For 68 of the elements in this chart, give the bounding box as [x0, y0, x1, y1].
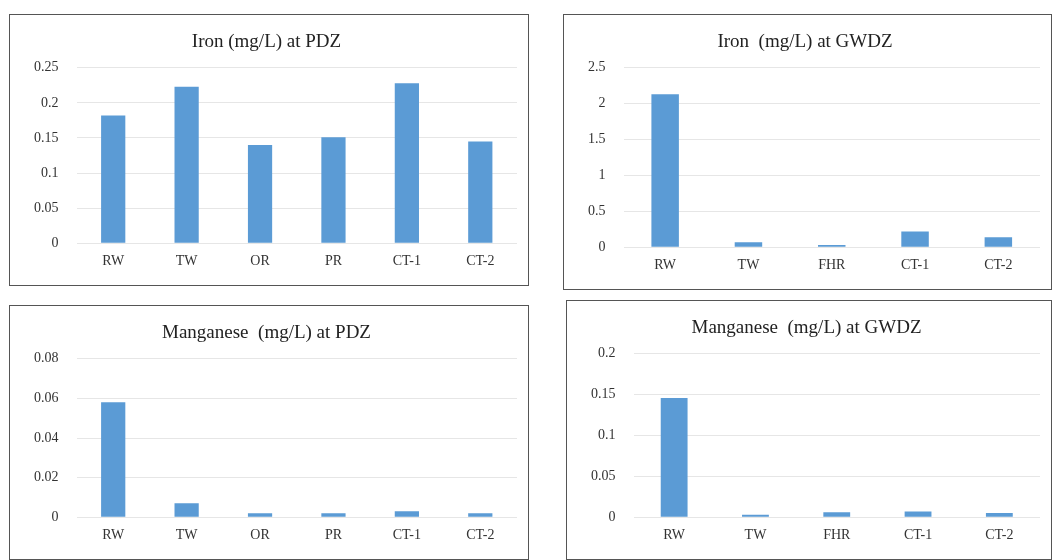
x-tick-label: CT-1: [903, 527, 933, 543]
bar: [101, 115, 126, 243]
x-tick-label: CT-1: [392, 253, 422, 269]
y-tick-label: 0: [51, 234, 59, 250]
y-tick-label: 1.5: [588, 131, 606, 147]
bar: [394, 511, 419, 517]
y-tick-label: 1: [598, 167, 606, 183]
x-tick-label: CT-1: [900, 257, 930, 273]
x-tick-label: RW: [663, 527, 686, 543]
x-tick-label: OR: [250, 527, 271, 543]
bar: [247, 144, 273, 243]
x-tick-label: CT-2: [466, 527, 495, 543]
bar: [468, 141, 493, 243]
x-tick-label: OR: [250, 253, 271, 269]
y-tick-label: 0.06: [34, 390, 59, 406]
x-tick-label: CT-2: [466, 253, 495, 269]
y-tick-label: 0.2: [598, 345, 616, 361]
x-tick-label: PR: [324, 253, 343, 269]
bar: [823, 512, 851, 517]
bar: [321, 137, 346, 243]
y-tick-label: 0.08: [34, 350, 59, 366]
x-tick-label: TW: [175, 253, 199, 269]
y-tick-label: 2: [598, 95, 606, 111]
x-tick-label: CT-2: [984, 257, 1013, 273]
x-tick-label: TW: [737, 257, 761, 273]
bar: [901, 231, 929, 247]
bar: [174, 86, 199, 243]
x-tick-label: CT-1: [392, 527, 422, 543]
bar: [468, 513, 493, 517]
x-tick-label: TW: [744, 527, 768, 543]
y-tick-label: 0.2: [41, 94, 59, 110]
bar: [101, 402, 126, 517]
x-tick-label: RW: [654, 257, 677, 273]
y-tick-label: 2.5: [588, 59, 606, 75]
y-tick-label: 0.05: [34, 199, 59, 215]
chart-title: Iron (mg/L) at GWDZ: [717, 30, 893, 53]
y-tick-label: 0.05: [591, 468, 616, 484]
bar: [174, 503, 199, 517]
y-tick-label: 0.02: [34, 469, 59, 485]
bar: [321, 513, 346, 517]
y-tick-label: 0.04: [34, 429, 59, 445]
x-tick-label: PR: [324, 527, 343, 543]
y-tick-label: 0: [51, 508, 59, 524]
y-tick-label: 0.15: [591, 386, 616, 402]
bar: [985, 513, 1013, 517]
x-tick-label: FHR: [818, 257, 847, 273]
bar: [984, 237, 1013, 247]
x-tick-label: CT-2: [985, 527, 1014, 543]
x-tick-label: RW: [102, 527, 125, 543]
y-tick-label: 0: [608, 508, 616, 524]
y-tick-label: 0.15: [34, 129, 59, 145]
chart-title: Iron (mg/L) at PDZ: [191, 30, 342, 53]
x-tick-label: RW: [102, 253, 125, 269]
y-tick-label: 0.1: [41, 164, 59, 180]
chart-title: Manganese (mg/L) at GWDZ: [691, 316, 922, 339]
y-tick-label: 0.1: [598, 427, 616, 443]
y-tick-label: 0: [598, 238, 606, 254]
bar: [904, 511, 932, 517]
x-tick-label: FHR: [823, 527, 852, 543]
bar: [734, 242, 763, 247]
x-tick-label: TW: [175, 527, 199, 543]
bar: [660, 397, 688, 517]
y-tick-label: 0.5: [588, 202, 606, 218]
y-tick-label: 0.25: [34, 59, 59, 75]
bar: [247, 513, 273, 517]
bar: [394, 83, 419, 243]
bar: [651, 94, 679, 247]
chart-title: Manganese (mg/L) at PDZ: [162, 321, 371, 344]
